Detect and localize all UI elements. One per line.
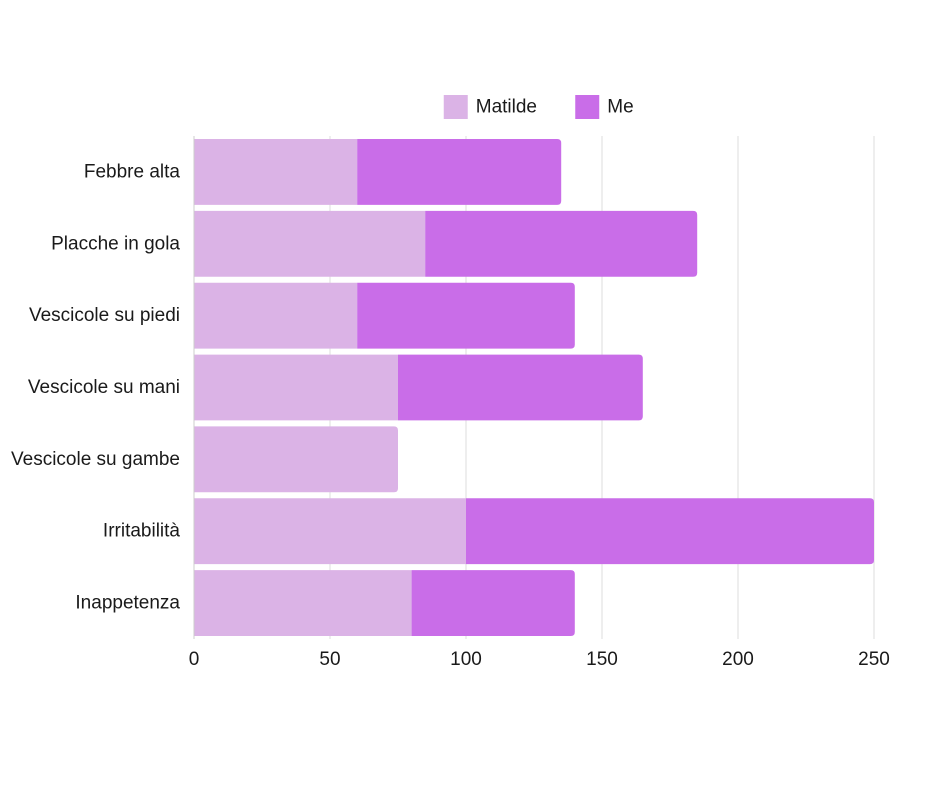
legend-swatch	[575, 95, 600, 119]
category-label: Vescicole su gambe	[11, 449, 180, 470]
category-label: Vescicole su piedi	[29, 305, 180, 326]
bar-matilde-7	[194, 570, 412, 636]
x-tick-label: 150	[586, 649, 618, 670]
x-tick-label: 200	[722, 649, 754, 670]
bar-me-4	[398, 354, 643, 421]
legend-label: Me	[607, 97, 633, 118]
axes: Febbre alta Placche in gola Vescicole su p…	[11, 136, 890, 670]
bar-matilde-1	[194, 139, 358, 205]
bar-me-3	[357, 282, 575, 349]
category-label: Placche in gola	[51, 233, 180, 254]
legend-item-matilde: Matilde	[443, 95, 537, 119]
legend-swatch	[443, 95, 468, 119]
bar-me-6	[466, 498, 874, 565]
bar-matilde-5	[194, 426, 398, 493]
category-label: Inappetenza	[75, 593, 180, 614]
bar-matilde-4	[194, 354, 398, 421]
legend-label: Matilde	[476, 97, 537, 118]
legend: Matilde Me	[443, 95, 634, 119]
category-label: Irritabilità	[103, 521, 181, 542]
bar-matilde-6	[194, 498, 466, 565]
bars	[194, 139, 874, 636]
bar-matilde-3	[194, 282, 358, 349]
legend-item-me: Me	[575, 95, 634, 119]
x-tick-label: 100	[450, 649, 482, 670]
x-tick-label: 50	[319, 649, 340, 670]
bar-me-2	[425, 210, 698, 277]
bar-me-1	[357, 139, 562, 205]
category-label: Vescicole su mani	[28, 377, 180, 398]
category-label: Febbre alta	[84, 161, 181, 182]
x-tick-label: 250	[858, 649, 890, 670]
x-tick-label: 0	[189, 649, 200, 670]
bar-matilde-2	[194, 210, 426, 277]
bar-me-7	[411, 570, 575, 636]
